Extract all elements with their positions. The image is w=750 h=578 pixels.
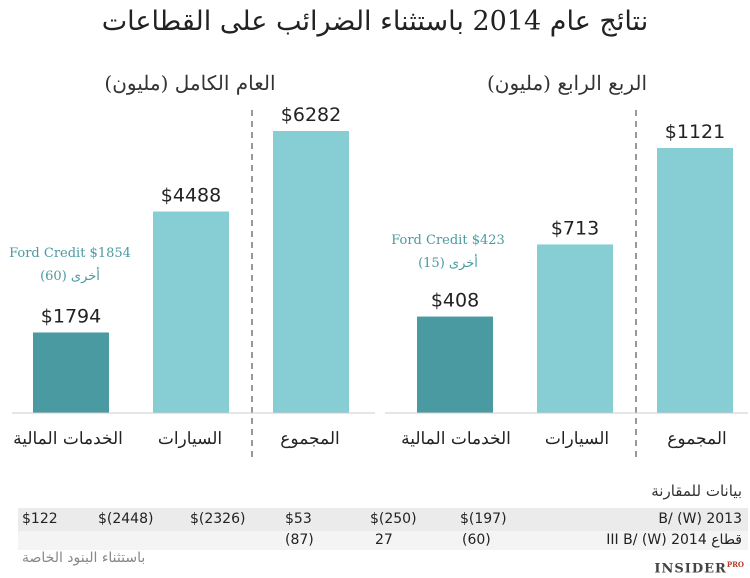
value-label: $1121 [665,121,725,143]
bar [417,316,493,413]
value-label: $713 [551,217,599,239]
comparison-band-row1 [18,508,748,531]
comp-cell: (60) [462,532,491,548]
category-label: الخدمات المالية [13,429,123,449]
annotation-other: أخرى (60) [40,267,100,284]
category-label: الخدمات المالية [401,429,511,449]
comp-row-label: III B/ (W) 2014 قطاع [606,532,742,548]
panel-title: الربع الرابع (مليون) [487,71,647,95]
category-label: السيارات [545,429,609,449]
comp-cell: $(250) [370,511,417,527]
insider-pro-logo: INSIDERPRO [654,560,744,576]
category-label: السيارات [158,429,222,449]
comparison-band-row2 [18,531,748,550]
value-label: $408 [431,290,479,312]
bar [273,131,349,413]
comp-cell: (87) [285,532,314,548]
chart-title: نتائج عام 2014 باستثناء الضرائب على القط… [101,6,649,37]
annotation-ford-credit: Ford Credit $423 [391,233,505,248]
bar [537,244,613,413]
charts-area: العام الكامل (مليون) $1794 الخدمات المالية… [9,71,748,458]
comparison-heading: بيانات للمقارنة [651,482,742,500]
bar [33,332,109,413]
comp-cell: $53 [285,511,312,527]
comp-cell: $(2448) [98,511,154,527]
comp-row-label: B/ (W) 2013 [658,511,742,527]
value-label: $4488 [161,185,221,207]
annotation-other: أخرى (15) [418,254,478,271]
footnote: باستثناء البنود الخاصة [22,550,146,566]
category-label: المجموع [667,429,726,449]
comp-cell: $122 [22,511,58,527]
value-label: $1794 [41,305,101,327]
comp-cell: $(2326) [190,511,246,527]
value-label: $6282 [281,104,341,126]
comp-cell: $(197) [460,511,507,527]
logo-sup: PRO [726,560,744,569]
category-label: المجموع [280,429,339,449]
bar [153,211,229,413]
panel-title: العام الكامل (مليون) [104,71,275,95]
logo-text: INSIDER [654,561,727,577]
annotation-ford-credit: Ford Credit $1854 [9,246,131,261]
comp-cell: 27 [375,532,393,548]
bar [657,148,733,413]
